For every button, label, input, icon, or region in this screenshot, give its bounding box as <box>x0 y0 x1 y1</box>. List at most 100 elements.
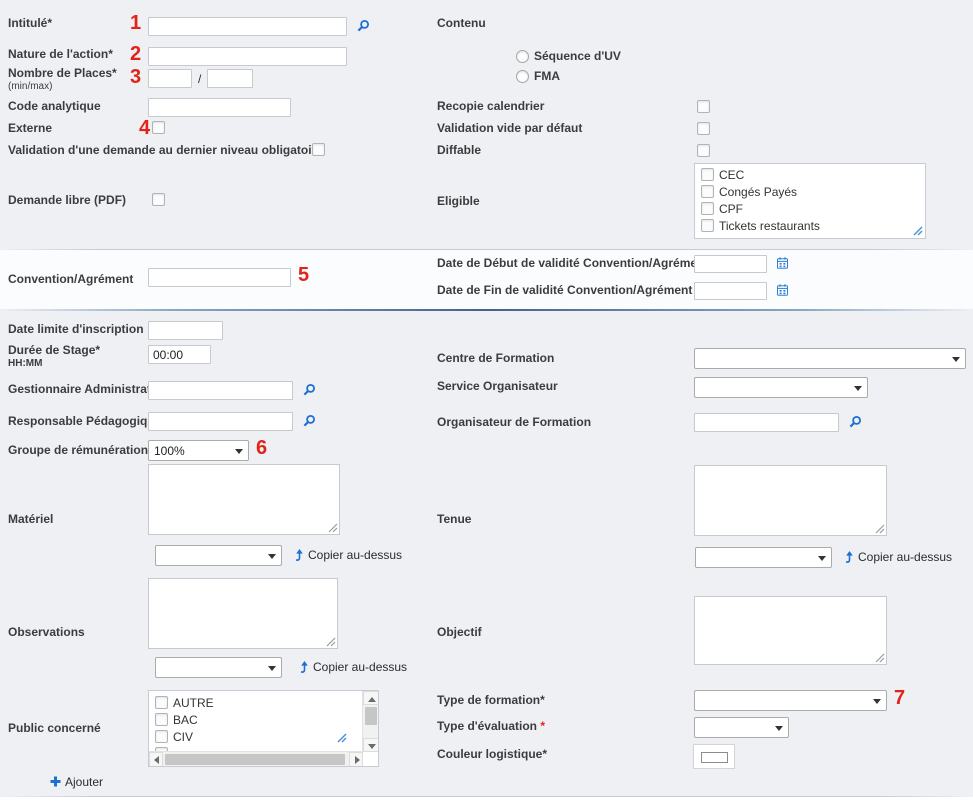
copier-au-dessus-link[interactable]: Copier au-dessus <box>308 548 403 562</box>
organisateur-formation-input[interactable] <box>694 413 839 432</box>
public-option-label[interactable]: CIV <box>173 730 194 744</box>
places-label: Nombre de Places* <box>8 66 117 80</box>
nature-input[interactable] <box>148 47 347 66</box>
eligible-option-label[interactable]: Congés Payés <box>719 185 798 199</box>
search-icon[interactable] <box>302 414 316 428</box>
public-concerne-listbox[interactable]: AUTRE BAC CIV <box>148 690 379 767</box>
convention-input[interactable] <box>148 268 291 287</box>
calendar-icon[interactable] <box>777 257 788 269</box>
organisateur-formation-label: Organisateur de Formation <box>437 415 592 429</box>
contenu-label: Contenu <box>437 16 486 30</box>
public-option-checkbox[interactable] <box>155 730 168 743</box>
ajouter-label: Ajouter <box>65 775 104 789</box>
centre-formation-select[interactable] <box>694 348 966 369</box>
search-icon[interactable] <box>356 19 370 33</box>
nature-label: Nature de l'action* <box>8 47 113 61</box>
public-option-label[interactable]: BAC <box>173 713 198 727</box>
tenue-copy-select[interactable] <box>695 547 832 568</box>
scrollbar-thumb[interactable] <box>365 707 377 725</box>
couleur-logistique-picker[interactable] <box>693 744 735 769</box>
validation-demande-label: Validation d'une demande au dernier nive… <box>8 143 323 157</box>
date-limite-input[interactable] <box>148 321 223 340</box>
search-icon[interactable] <box>848 415 862 429</box>
responsable-input[interactable] <box>148 412 293 431</box>
date-fin-input[interactable] <box>694 282 767 300</box>
observations-label: Observations <box>8 625 85 639</box>
groupe-select[interactable]: 100% <box>148 440 249 461</box>
eligible-option-checkbox[interactable] <box>701 202 714 215</box>
type-formation-select[interactable] <box>694 690 887 711</box>
eligible-option-checkbox[interactable] <box>701 185 714 198</box>
sequence-uv-label: Séquence d'UV <box>534 49 621 63</box>
places-max-input[interactable] <box>207 69 253 88</box>
copier-au-dessus-link[interactable]: Copier au-dessus <box>858 550 953 564</box>
externe-checkbox[interactable] <box>152 121 165 134</box>
copy-up-icon[interactable] <box>843 551 855 564</box>
public-concerne-label: Public concerné <box>8 721 101 735</box>
resize-grip-icon[interactable] <box>337 733 347 743</box>
eligible-option-label[interactable]: CEC <box>719 168 745 182</box>
places-min-input[interactable] <box>148 69 192 88</box>
copy-up-icon[interactable] <box>298 661 310 674</box>
copier-au-dessus-link[interactable]: Copier au-dessus <box>313 660 408 674</box>
triangle-right-icon <box>355 756 360 764</box>
duree-sublabel: HH:MM <box>8 358 43 369</box>
scrollbar-thumb[interactable] <box>165 754 345 765</box>
annotation-6: 6 <box>256 437 268 459</box>
public-option-checkbox[interactable] <box>155 713 168 726</box>
validation-demande-checkbox[interactable] <box>312 143 325 156</box>
type-formation-label: Type de formation* <box>437 693 545 707</box>
validation-vide-checkbox[interactable] <box>697 122 710 135</box>
centre-formation-label: Centre de Formation <box>437 351 555 365</box>
intitule-input[interactable] <box>148 17 347 36</box>
public-option-checkbox[interactable] <box>155 696 168 709</box>
service-organisateur-label: Service Organisateur <box>437 379 558 393</box>
validation-vide-label: Validation vide par défaut <box>437 121 583 135</box>
date-debut-input[interactable] <box>694 255 767 273</box>
eligible-listbox[interactable]: CEC Congés Payés CPF Tickets restaurants <box>694 163 926 239</box>
annotation-7: 7 <box>894 687 906 709</box>
eligible-option-checkbox[interactable] <box>701 219 714 232</box>
objectif-textarea[interactable] <box>694 596 887 665</box>
scroll-up-button[interactable] <box>363 691 378 705</box>
date-limite-label: Date limite d'inscription <box>8 322 144 336</box>
materiel-textarea[interactable] <box>148 464 340 535</box>
demande-libre-checkbox[interactable] <box>152 193 165 206</box>
resize-grip-icon[interactable] <box>913 226 923 236</box>
eligible-option-checkbox[interactable] <box>701 168 714 181</box>
resize-grip-icon[interactable] <box>326 637 336 647</box>
service-organisateur-select[interactable] <box>694 377 868 398</box>
scroll-right-button[interactable] <box>349 752 363 766</box>
calendar-icon[interactable] <box>777 284 788 296</box>
resize-grip-icon[interactable] <box>328 523 338 533</box>
scroll-down-button[interactable] <box>363 738 378 752</box>
diffable-checkbox[interactable] <box>697 144 710 157</box>
fma-radio[interactable] <box>516 70 529 83</box>
footer-strip <box>0 797 973 805</box>
observations-textarea[interactable] <box>148 578 338 649</box>
type-evaluation-select[interactable] <box>694 717 789 738</box>
demande-libre-label: Demande libre (PDF) <box>8 193 127 207</box>
eligible-option-label[interactable]: Tickets restaurants <box>719 219 820 233</box>
scroll-left-button[interactable] <box>149 752 163 766</box>
type-evaluation-label: Type d'évaluation * <box>437 719 545 733</box>
public-option-label[interactable]: AUTRE <box>173 696 214 710</box>
observations-copy-select[interactable] <box>155 657 282 678</box>
vertical-scrollbar[interactable] <box>362 691 378 752</box>
eligible-option-label[interactable]: CPF <box>719 202 743 216</box>
gestionnaire-input[interactable] <box>148 381 293 400</box>
recopie-checkbox[interactable] <box>697 100 710 113</box>
divider <box>0 796 973 797</box>
tenue-textarea[interactable] <box>694 465 887 536</box>
search-icon[interactable] <box>302 383 316 397</box>
copy-up-icon[interactable] <box>293 549 305 562</box>
horizontal-scrollbar[interactable] <box>149 751 363 766</box>
materiel-copy-select[interactable] <box>155 545 282 566</box>
sequence-uv-radio[interactable] <box>516 50 529 63</box>
resize-grip-icon[interactable] <box>875 524 885 534</box>
resize-grip-icon[interactable] <box>875 653 885 663</box>
places-sublabel: (min/max) <box>8 81 53 92</box>
required-asterisk: * <box>540 719 545 733</box>
duree-input[interactable] <box>148 345 211 364</box>
code-analytique-input[interactable] <box>148 98 291 117</box>
